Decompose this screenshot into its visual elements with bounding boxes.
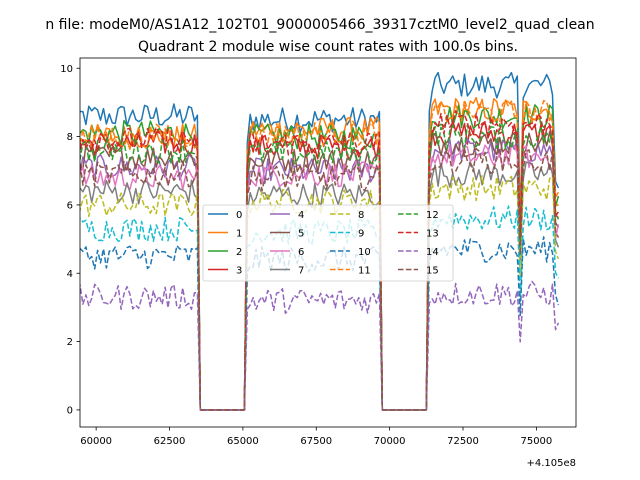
series-line-10	[80, 236, 560, 411]
legend-label-2: 2	[236, 247, 242, 258]
y-tick-label: 10	[60, 64, 73, 75]
y-tick-label: 4	[67, 269, 73, 280]
x-tick-label: 60000	[80, 436, 112, 447]
series-line-15	[80, 147, 560, 411]
chart-title: Quadrant 2 module wise count rates with …	[138, 39, 518, 55]
legend-label-3: 3	[236, 266, 242, 277]
series-line-6	[80, 144, 560, 411]
series-line-8	[80, 175, 560, 411]
legend-label-0: 0	[236, 210, 242, 221]
legend-label-5: 5	[298, 229, 304, 240]
legend-box	[202, 204, 454, 282]
series-line-11	[80, 99, 559, 411]
series-line-14	[80, 280, 560, 411]
series-line-12	[80, 123, 560, 411]
legend-label-12: 12	[426, 210, 439, 221]
y-axis: 0 2 4 6 8 10	[60, 64, 80, 416]
y-tick-label: 0	[67, 405, 73, 416]
series-layer	[80, 71, 560, 411]
x-tick-label: 67500	[300, 436, 332, 447]
y-tick-label: 2	[67, 337, 73, 348]
legend-label-11: 11	[358, 266, 371, 277]
x-tick-label: 75000	[520, 436, 552, 447]
x-tick-label: 72500	[447, 436, 479, 447]
series-line-5	[80, 131, 560, 411]
y-tick-label: 8	[67, 132, 73, 143]
legend-label-9: 9	[358, 229, 364, 240]
legend-label-15: 15	[426, 266, 439, 277]
figure-suptitle: n file: modeM0/AS1A12_102T01_9000005466_…	[45, 17, 594, 33]
series-line-7	[80, 161, 560, 411]
legend-label-13: 13	[426, 229, 439, 240]
legend-label-10: 10	[358, 247, 371, 258]
y-tick-label: 6	[67, 200, 73, 211]
legend-label-6: 6	[298, 247, 304, 258]
x-axis: 60000 62500 65000 67500 70000 72500 75000	[80, 427, 552, 447]
plot-frame	[79, 57, 577, 428]
legend-label-8: 8	[358, 210, 364, 221]
series-line-0	[80, 71, 560, 411]
x-tick-label: 70000	[374, 436, 406, 447]
x-tick-label: 62500	[154, 436, 186, 447]
legend-label-7: 7	[298, 266, 304, 277]
legend-label-1: 1	[236, 229, 242, 240]
x-offset-text: +4.105e8	[526, 458, 576, 469]
x-tick-label: 65000	[227, 436, 259, 447]
legend-label-4: 4	[298, 210, 304, 221]
series-line-13	[80, 110, 560, 411]
legend-label-14: 14	[426, 247, 439, 258]
